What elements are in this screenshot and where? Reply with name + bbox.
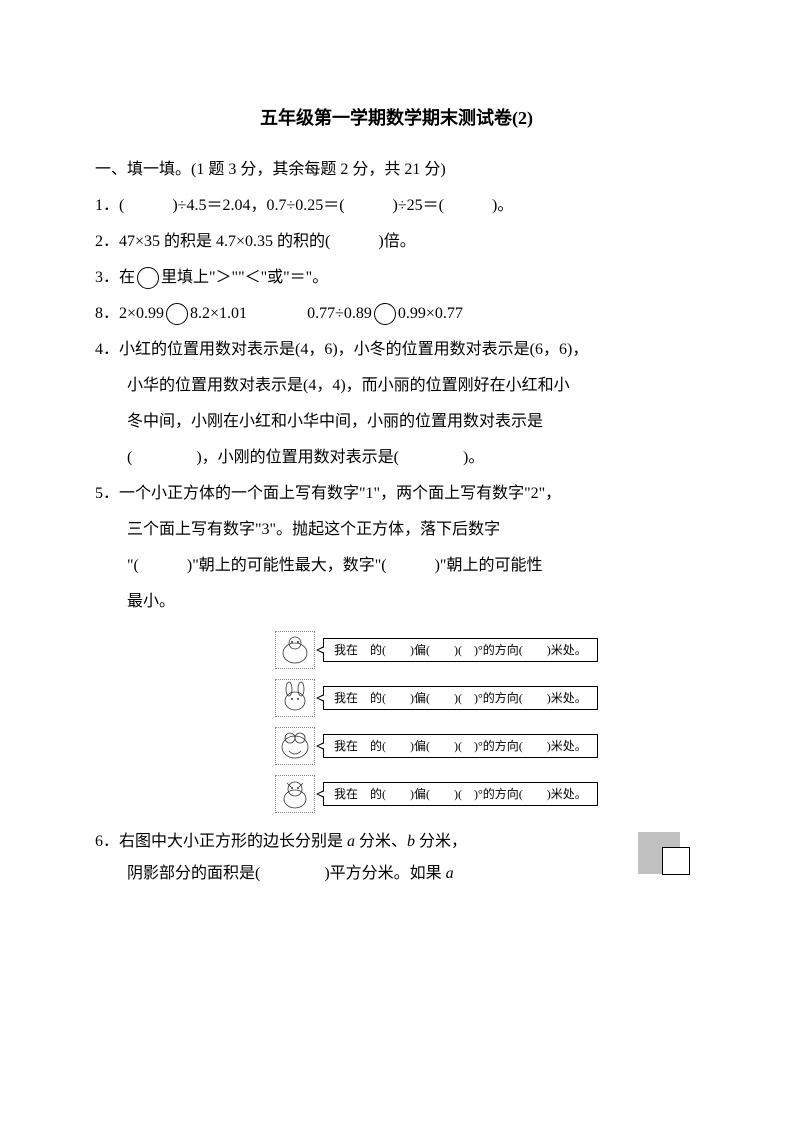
q3-expr1: 8．2×0.99 [95, 305, 164, 322]
q6-t2: 分米、 [355, 833, 407, 850]
question-4-line4: ( )，小刚的位置用数对表示是( )。 [95, 442, 698, 474]
animal-icon-2 [275, 679, 315, 717]
circle-icon [166, 303, 188, 325]
variable-a2: a [446, 865, 454, 882]
speech-bubble-3: 我在 的( )偏( )( )°的方向( )米处。 [323, 734, 598, 758]
animal-icon-4 [275, 775, 315, 813]
speech-row-3: 我在 的( )偏( )( )°的方向( )米处。 [275, 726, 698, 766]
q3-expr4: 0.99×0.77 [398, 305, 463, 322]
circle-icon [137, 267, 159, 289]
q3-expr2: 8.2×1.01 [190, 305, 247, 322]
speech-bubble-1: 我在 的( )偏( )( )°的方向( )米处。 [323, 638, 598, 662]
variable-b: b [407, 833, 415, 850]
question-4-line2: 小华的位置用数对表示是(4，4)，而小丽的位置刚好在小红和小 [95, 370, 698, 402]
speech-row-4: 我在 的( )偏( )( )°的方向( )米处。 [275, 774, 698, 814]
question-2: 2．47×35 的积是 4.7×0.35 的积的( )倍。 [95, 226, 698, 258]
question-6: 6．右图中大小正方形的边长分别是 a 分米、b 分米， 阴影部分的面积是( )平… [95, 826, 698, 892]
speech-bubble-2: 我在 的( )偏( )( )°的方向( )米处。 [323, 686, 598, 710]
question-6-line2: 阴影部分的面积是( )平方分米。如果 a [95, 858, 618, 890]
speech-row-2: 我在 的( )偏( )( )°的方向( )米处。 [275, 678, 698, 718]
question-3-line2: 8．2×0.99 8.2×1.01 0.77÷0.89 0.99×0.77 [95, 298, 698, 330]
question-4-line3: 冬中间，小刚在小红和小华中间，小丽的位置用数对表示是 [95, 406, 698, 438]
q6-t3: 分米， [415, 833, 467, 850]
question-6-figure [638, 832, 698, 892]
q6-t1: 6．右图中大小正方形的边长分别是 [95, 833, 347, 850]
q3-suffix: 里填上"＞""＜"或"＝"。 [161, 269, 328, 286]
animal-icon-3 [275, 727, 315, 765]
speech-bubble-4: 我在 的( )偏( )( )°的方向( )米处。 [323, 782, 598, 806]
question-6-line1: 6．右图中大小正方形的边长分别是 a 分米、b 分米， [95, 826, 618, 858]
document-title: 五年级第一学期数学期末测试卷(2) [95, 100, 698, 136]
section-heading: 一、填一填。(1 题 3 分，其余每题 2 分，共 21 分) [95, 154, 698, 186]
question-5-line3: "( )"朝上的可能性最大，数字"( )"朝上的可能性 [95, 550, 698, 582]
speech-bubble-group: 我在 的( )偏( )( )°的方向( )米处。 我在 的( )偏( )( )°… [275, 630, 698, 814]
question-4-line1: 4．小红的位置用数对表示是(4，6)，小冬的位置用数对表示是(6，6)， [95, 334, 698, 366]
question-1: 1．( )÷4.5＝2.04，0.7÷0.25＝( )÷25＝( )。 [95, 190, 698, 222]
q6-t4: 阴影部分的面积是( )平方分米。如果 [127, 865, 446, 882]
animal-icon-1 [275, 631, 315, 669]
variable-a: a [347, 833, 355, 850]
question-5-line1: 5．一个小正方体的一个面上写有数字"1"，两个面上写有数字"2"， [95, 478, 698, 510]
question-6-text: 6．右图中大小正方形的边长分别是 a 分米、b 分米， 阴影部分的面积是( )平… [95, 826, 618, 890]
circle-icon [374, 303, 396, 325]
q3-prefix: 3．在 [95, 269, 135, 286]
q3-expr3: 0.77÷0.89 [307, 305, 372, 322]
speech-row-1: 我在 的( )偏( )( )°的方向( )米处。 [275, 630, 698, 670]
small-square-white [662, 847, 690, 875]
question-5-line2: 三个面上写有数字"3"。抛起这个正方体，落下后数字 [95, 514, 698, 546]
question-3-line1: 3．在 里填上"＞""＜"或"＝"。 [95, 262, 698, 294]
question-5-line4: 最小。 [95, 586, 698, 618]
